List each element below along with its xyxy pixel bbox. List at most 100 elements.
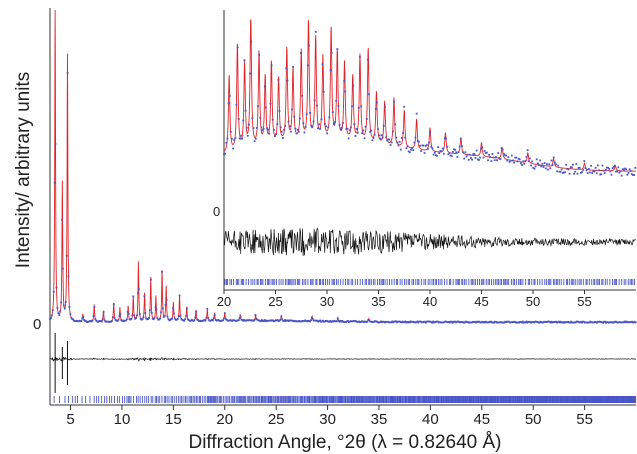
main-observed-point: [425, 320, 428, 323]
main-observed-point: [309, 320, 311, 323]
main-observed-point: [51, 308, 54, 311]
inset-observed-point: [513, 161, 515, 164]
inset-observed-point: [342, 122, 344, 124]
main-observed-point: [526, 321, 529, 324]
main-observed-point: [387, 321, 390, 324]
main-observed-point: [459, 321, 462, 323]
main-observed-point: [330, 321, 333, 323]
main-observed-point: [127, 313, 130, 315]
main-observed-point: [57, 312, 60, 314]
inset-observed-point: [484, 152, 487, 154]
inset-observed-point: [419, 144, 421, 147]
inset-observed-point: [359, 56, 361, 58]
main-observed-point: [200, 320, 203, 322]
main-observed-point: [478, 320, 481, 323]
main-observed-point: [538, 321, 541, 324]
main-observed-point: [563, 321, 566, 323]
main-observed-point: [255, 318, 258, 320]
main-observed-point: [329, 320, 332, 322]
main-observed-point: [159, 317, 162, 320]
inset-observed-point: [403, 105, 406, 108]
inset-observed-point: [563, 171, 565, 174]
inset-x-tick-label: 45: [474, 294, 488, 309]
main-observed-point: [439, 321, 442, 324]
main-observed-point: [263, 319, 266, 321]
main-observed-point: [435, 320, 438, 323]
inset-observed-point: [470, 157, 472, 159]
main-observed-point: [385, 320, 388, 323]
inset-observed-point: [287, 120, 290, 123]
inset-observed-point: [464, 151, 467, 154]
main-observed-point: [83, 319, 86, 321]
main-observed-point: [376, 321, 379, 324]
inset-observed-point: [603, 172, 606, 174]
main-observed-point: [133, 314, 136, 317]
main-observed-point: [137, 288, 140, 291]
main-observed-point: [67, 275, 70, 278]
inset-observed-point: [366, 58, 369, 61]
main-observed-point: [414, 321, 417, 324]
main-observed-point: [629, 321, 632, 323]
inset-observed-point: [533, 167, 536, 170]
main-observed-point: [351, 320, 354, 323]
main-observed-point: [495, 320, 497, 323]
main-observed-point: [437, 321, 440, 324]
main-observed-point: [90, 320, 93, 323]
inset-observed-point: [505, 154, 508, 157]
main-x-tick-label: 55: [576, 411, 593, 428]
inset-observed-point: [291, 108, 293, 111]
inset-observed-point: [434, 154, 437, 157]
main-observed-point: [346, 320, 348, 323]
main-observed-point: [421, 321, 423, 324]
main-observed-point: [121, 320, 124, 322]
inset-observed-point: [353, 123, 356, 126]
main-observed-point: [265, 319, 268, 322]
main-observed-point: [586, 321, 589, 324]
main-observed-point: [238, 317, 241, 319]
inset-observed-point: [587, 168, 590, 170]
inset-observed-point: [293, 115, 296, 118]
main-observed-point: [217, 318, 220, 321]
main-observed-point: [557, 321, 559, 323]
inset-observed-point: [313, 99, 316, 102]
inset-observed-point: [428, 141, 430, 144]
main-observed-point: [199, 320, 202, 323]
main-observed-point: [445, 320, 447, 323]
main-observed-point: [487, 321, 490, 324]
main-observed-point: [267, 319, 270, 322]
main-observed-point: [308, 320, 310, 322]
main-observed-point: [107, 320, 110, 323]
main-observed-point: [585, 321, 588, 324]
main-observed-point: [461, 321, 464, 323]
inset-observed-point: [431, 147, 434, 150]
main-observed-point: [508, 320, 510, 323]
main-observed-point: [589, 320, 592, 323]
main-observed-point: [500, 321, 503, 324]
inset-observed-point: [549, 167, 552, 170]
main-observed-point: [429, 320, 432, 323]
main-observed-point: [85, 320, 87, 323]
inset-observed-point: [561, 172, 564, 174]
main-observed-point: [607, 321, 610, 324]
main-observed-point: [533, 321, 536, 323]
main-observed-point: [100, 320, 103, 323]
inset-observed-point: [559, 170, 562, 173]
inset-observed-point: [284, 124, 287, 127]
inset-observed-point: [589, 171, 591, 174]
main-observed-point: [446, 321, 449, 323]
inset-observed-point: [269, 102, 272, 105]
main-observed-point: [442, 321, 445, 324]
inset-observed-point: [275, 133, 278, 135]
main-observed-point: [311, 317, 314, 320]
main-observed-point: [247, 319, 249, 322]
main-observed-point: [515, 321, 518, 324]
main-observed-point: [584, 321, 587, 324]
main-observed-point: [148, 317, 150, 319]
main-observed-point: [494, 320, 496, 323]
main-observed-point: [288, 319, 291, 322]
main-observed-point: [61, 218, 63, 221]
inset-observed-point: [550, 159, 553, 162]
main-observed-point: [125, 318, 128, 321]
main-observed-point: [590, 321, 593, 324]
inset-observed-point: [350, 126, 352, 129]
